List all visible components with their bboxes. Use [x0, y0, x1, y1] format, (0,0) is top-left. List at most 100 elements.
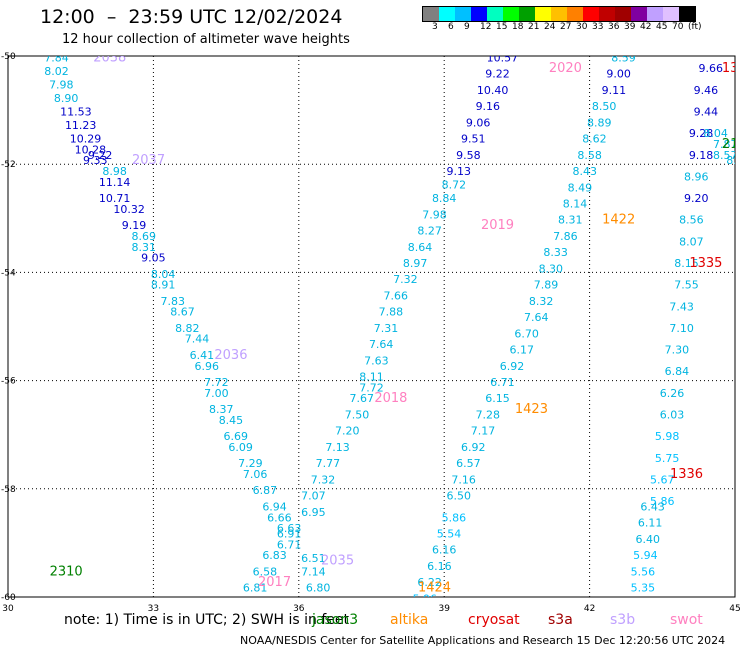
wave-height-value: 7.06 [243, 468, 268, 481]
wave-height-value: 5.54 [437, 527, 462, 540]
wave-height-value: 6.15 [485, 392, 510, 405]
wave-height-value: 6.84 [665, 365, 690, 378]
grid-lines [8, 56, 735, 597]
legend-label: 21 [528, 22, 540, 32]
wave-height-value: 9.01 [626, 3, 651, 16]
legend-label: 9 [464, 22, 470, 32]
wave-height-value: 8.30 [539, 262, 564, 275]
wave-height-value: 7.65 [35, 619, 60, 632]
pass-time-label: 2037 [132, 153, 165, 168]
wave-height-value: 5.94 [633, 549, 658, 562]
wave-height-value: 9.38 [640, 0, 665, 5]
wave-height-value: 8.85 [621, 19, 646, 32]
wave-height-value: 9.62 [645, 3, 670, 16]
pass-time-label: 1336 [670, 467, 703, 482]
wave-height-value: 6.40 [636, 533, 661, 546]
wave-height-value: 7.00 [204, 387, 229, 400]
wave-height-value: 8.45 [219, 414, 244, 427]
wave-height-value: 7.66 [383, 289, 408, 302]
wave-height-value: 5.43 [628, 598, 653, 611]
y-tick-label: -58 [1, 485, 16, 495]
wave-height-value: 6.50 [446, 490, 471, 503]
wave-height-value: 7.17 [471, 425, 496, 438]
wave-height-value: 6.94 [262, 500, 287, 513]
wave-height-value: 6.57 [456, 457, 481, 470]
legend-label: 70 [672, 22, 684, 32]
wave-height-value: 7.07 [301, 490, 326, 503]
wave-height-value: 7.10 [669, 322, 694, 335]
satellite-label-cryosat: cryosat [468, 612, 520, 628]
legend-swatch [535, 7, 551, 21]
wave-height-value: 5.67 [650, 473, 675, 486]
wave-height-value: 9.46 [694, 84, 719, 97]
wave-height-value: 7.83 [161, 295, 186, 308]
wave-height-value: 7.72 [204, 376, 229, 389]
legend-label: 30 [576, 22, 588, 32]
pass-time-label: 2035 [321, 554, 354, 569]
wave-height-value: 8.14 [563, 197, 588, 210]
wave-height-value: 6.41 [190, 349, 215, 362]
wave-height-value: 8.33 [543, 246, 568, 259]
legend-label: 18 [512, 22, 524, 32]
pass-time-label: 2018 [374, 391, 407, 406]
wave-height-value: 8.90 [54, 92, 79, 105]
wave-height-value: 6.22 [417, 576, 442, 589]
legend-swatch [423, 7, 439, 21]
wave-height-value: 9.87 [500, 19, 525, 32]
wave-height-value: 10.29 [70, 133, 102, 146]
x-tick-label: 42 [584, 604, 595, 614]
legend-swatch [455, 7, 471, 21]
data-marks: 7.848.027.988.9011.5311.2310.2910.289.22… [35, 0, 740, 632]
wave-height-value: 6.03 [660, 408, 685, 421]
wave-height-value: 9.33 [83, 154, 108, 167]
legend-label: 3 [432, 22, 438, 32]
wave-height-value: 6.83 [262, 549, 287, 562]
wave-height-value: 6.92 [461, 441, 486, 454]
wave-height-value: 8.5 [726, 154, 740, 167]
wave-height-value: 8.59 [611, 51, 636, 64]
legend-swatch [599, 7, 615, 21]
wave-height-value: 7.16 [451, 473, 476, 486]
wave-height-value: 7.32 [393, 273, 418, 286]
wave-height-value: 9.45 [679, 46, 704, 59]
wave-height-value: 8.56 [679, 214, 704, 227]
wave-height-value: 8.69 [131, 230, 156, 243]
wave-height-value: 7.13 [325, 441, 350, 454]
wave-height-value: 9.22 [485, 68, 510, 81]
wave-height-value: 7.55 [674, 279, 699, 292]
wave-height-value: 7.98 [422, 208, 447, 221]
pass-time-label: 21 [722, 137, 739, 152]
x-tick-label: 45 [729, 604, 740, 614]
wave-height-value: 10.71 [99, 192, 131, 205]
wave-height-value: 7.63 [364, 354, 389, 367]
legend-swatch [487, 7, 503, 21]
wave-height-value: 7.98 [49, 78, 74, 91]
wave-height-value: 8.43 [573, 165, 598, 178]
wave-height-value: 8.91 [151, 279, 176, 292]
wave-height-value: 7.87 [713, 138, 738, 151]
wave-height-value: 8.49 [568, 181, 593, 194]
satellite-label-swot: swot [670, 612, 703, 628]
wave-height-value: 9.18 [689, 149, 714, 162]
wave-height-value: 7.89 [534, 279, 559, 292]
wave-height-value: 6.91 [277, 527, 302, 540]
wave-height-value: 6.70 [514, 327, 539, 340]
wave-height-value: 7.67 [350, 392, 375, 405]
wave-height-value: 6.96 [194, 360, 219, 373]
pass-time-label: 1423 [515, 402, 548, 417]
wave-height-value: 7.44 [185, 333, 210, 346]
pass-time-label: 1422 [602, 213, 635, 228]
wave-height-value: 8.31 [558, 214, 583, 227]
pass-time-label: 2019 [481, 218, 514, 233]
wave-height-value: 8.07 [679, 235, 704, 248]
wave-height-value: 6.66 [267, 511, 292, 524]
legend-label: 12 [480, 22, 492, 32]
wave-height-value: 8.89 [587, 116, 612, 129]
wave-height-value: 11.53 [60, 106, 92, 119]
pass-time-label: 2038 [93, 50, 126, 65]
wave-height-value: 8.15 [674, 257, 699, 270]
legend-swatch [583, 7, 599, 21]
wave-height-value: 9.16 [476, 100, 501, 113]
pass-time-label: 1335 [689, 256, 722, 271]
wave-height-value: 9.51 [461, 133, 486, 146]
